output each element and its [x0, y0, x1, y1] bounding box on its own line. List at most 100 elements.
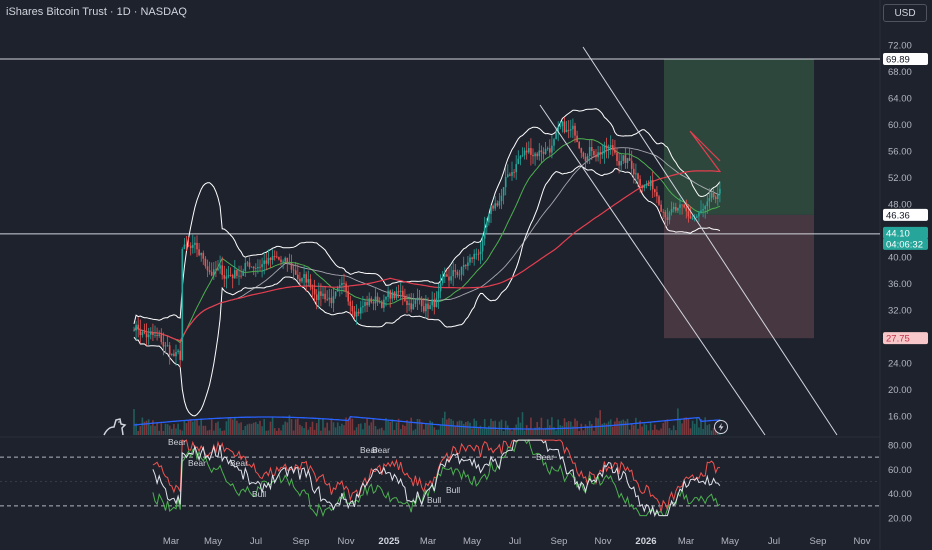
volume-bar [681, 423, 683, 435]
candle-body [658, 196, 660, 205]
candle-body [444, 274, 446, 277]
candle-body [200, 252, 202, 256]
lightning-icon[interactable] [714, 420, 728, 434]
ma-grey-line [133, 147, 721, 342]
candle-body [339, 285, 341, 288]
volume-bar [635, 417, 637, 435]
candle-body [559, 125, 562, 128]
volume-bar [284, 421, 286, 435]
volume-bar [219, 428, 221, 435]
candle-body [670, 209, 673, 213]
volume-bar [387, 420, 389, 435]
candle-body [618, 161, 620, 166]
volume-bar [504, 420, 507, 435]
x-tick-label-14: Jul [768, 536, 780, 547]
candle-body [185, 244, 188, 246]
candle-body [215, 269, 217, 271]
volume-bar [267, 430, 270, 435]
price-tag-bg-1 [883, 208, 928, 221]
volume-bar [528, 428, 530, 435]
candle-body [389, 290, 391, 299]
candle-body [173, 353, 175, 357]
volume-bar [299, 424, 301, 435]
candle-body [171, 353, 173, 355]
candle-body [318, 291, 320, 301]
volume-bar [229, 418, 232, 435]
x-tick-label-6: Mar [420, 536, 436, 547]
candle-body [343, 282, 345, 284]
volume-bar [580, 423, 583, 435]
volume-bar [391, 419, 394, 435]
price-tick-label-3: 60.00 [888, 120, 912, 131]
candle-body [647, 184, 650, 186]
price-tag-4: 27.75 [886, 334, 910, 345]
osc-tick-label-2: 40.00 [888, 489, 912, 500]
volume-bar [525, 425, 528, 435]
candle-body [536, 153, 538, 157]
volume-bar [675, 430, 677, 435]
candle-body [305, 274, 307, 283]
volume-bar [406, 420, 408, 435]
candle-body [538, 150, 541, 157]
price-tag-bg-2 [883, 226, 928, 239]
candle-body [465, 264, 467, 267]
lower-band-line [133, 165, 721, 417]
candle-body [509, 174, 511, 176]
x-tick-label-12: Mar [678, 536, 694, 547]
volume-bar [633, 425, 635, 435]
candle-body [521, 155, 524, 157]
volume-bar [326, 422, 328, 435]
candle-body [282, 261, 284, 263]
candle-body [324, 293, 326, 300]
candle-body [605, 145, 608, 149]
candle-body [141, 332, 144, 336]
candle-body [152, 332, 154, 335]
volume-bar [628, 429, 631, 435]
volume-bar [502, 430, 505, 435]
candle-body [271, 256, 274, 261]
candle-body [494, 203, 496, 209]
candle-body [404, 296, 406, 301]
candle-body [240, 275, 242, 277]
candle-body [259, 266, 261, 268]
candle-body [303, 274, 305, 278]
candle-body [154, 334, 156, 336]
candle-body [656, 192, 658, 197]
volume-bar [630, 423, 633, 435]
candle-body [187, 244, 190, 246]
lightning-icon-bolt[interactable] [718, 423, 724, 431]
volume-bar [427, 424, 429, 435]
currency-button[interactable]: USD [883, 4, 927, 22]
candle-body [221, 265, 223, 276]
volume-bar [141, 417, 144, 435]
x-tick-label-15: Sep [810, 536, 827, 547]
candle-body [166, 345, 169, 347]
volume-bar [383, 430, 385, 435]
volume-bar [639, 420, 641, 435]
candle-body [677, 207, 679, 211]
candle-body [213, 269, 215, 276]
volume-bar [477, 428, 480, 435]
candle-body [425, 303, 427, 312]
volume-bar [194, 420, 196, 435]
price-tag-bg-3 [883, 237, 928, 250]
candle-body [206, 266, 209, 271]
candle-body [231, 275, 234, 279]
candle-body [252, 266, 255, 269]
volume-bar [542, 428, 545, 435]
volume-bar [246, 424, 249, 435]
volume-bar [250, 423, 253, 435]
candle-body [717, 193, 719, 199]
volume-bar [376, 429, 379, 435]
volume-bar [137, 430, 139, 435]
candle-body [278, 257, 280, 260]
candle-body [490, 205, 492, 215]
candle-body [517, 158, 520, 165]
candle-body [368, 298, 370, 306]
candle-body [385, 296, 387, 300]
volume-bar [601, 423, 604, 435]
candle-body [483, 227, 486, 239]
candle-body [496, 203, 499, 206]
candle-body [238, 275, 240, 277]
